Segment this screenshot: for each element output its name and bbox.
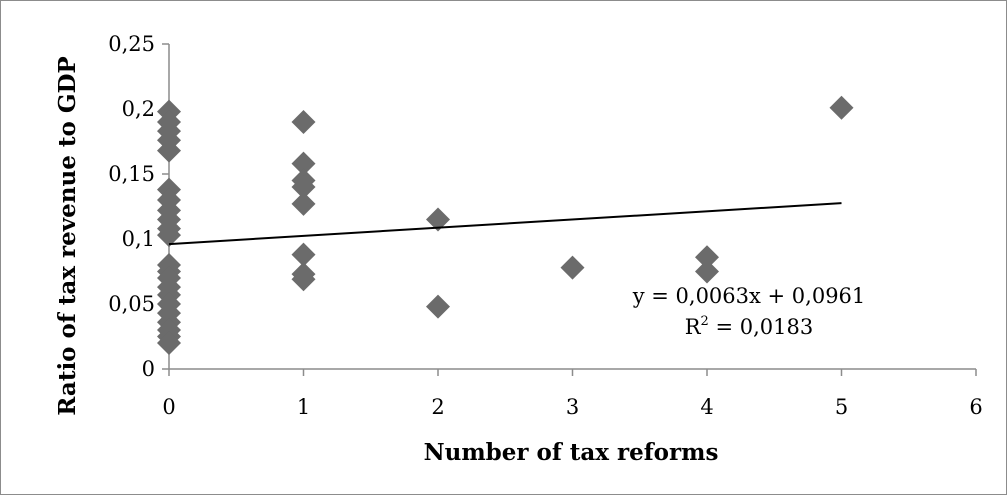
ticks: [162, 43, 977, 376]
data-point: [829, 95, 854, 120]
data-point: [157, 331, 181, 355]
x-tick-label: 1: [297, 395, 310, 419]
data-points: [157, 95, 854, 355]
data-point: [291, 110, 316, 134]
data-point: [695, 259, 719, 284]
x-tick-label: 2: [431, 395, 444, 419]
y-tick-label: 0,05: [108, 292, 155, 316]
trendline-equation: y = 0,0063x + 0,0961: [632, 284, 866, 308]
data-point: [291, 175, 316, 199]
r-squared-exponent: 2: [701, 314, 709, 329]
x-tick-label: 3: [566, 395, 579, 419]
axes: [168, 44, 976, 370]
data-point: [157, 223, 181, 248]
data-point: [291, 267, 316, 292]
data-point: [157, 138, 181, 163]
r-squared-value: = 0,0183: [709, 315, 813, 339]
x-axis-title: Number of tax reforms: [424, 439, 719, 466]
x-tick-label: 6: [969, 395, 982, 419]
y-tick-label: 0,2: [122, 97, 155, 121]
y-axis-title: Ratio of tax revenue to GDP: [54, 56, 81, 415]
x-tick-label: 0: [162, 395, 175, 419]
y-tick-label: 0: [142, 357, 155, 381]
x-tick-label: 5: [835, 395, 848, 419]
x-tick-label: 4: [700, 395, 713, 419]
y-tick-label: 0,15: [108, 162, 155, 186]
r-squared-label: R2 = 0,0183: [685, 314, 814, 339]
data-point: [426, 294, 450, 319]
y-tick-label: 0,1: [122, 227, 155, 251]
r-squared-base: R: [685, 315, 702, 339]
trendline: [168, 202, 842, 246]
data-point: [695, 245, 719, 270]
data-point: [426, 207, 450, 232]
data-point: [291, 242, 316, 267]
y-tick-label: 0,25: [108, 32, 155, 56]
data-point: [291, 151, 316, 176]
data-point: [560, 255, 585, 280]
data-point: [291, 191, 316, 216]
tick-labels: 0 0,05 0,1 0,15 0,2 0,25 0 1 2 3 4 5 6: [108, 32, 982, 419]
